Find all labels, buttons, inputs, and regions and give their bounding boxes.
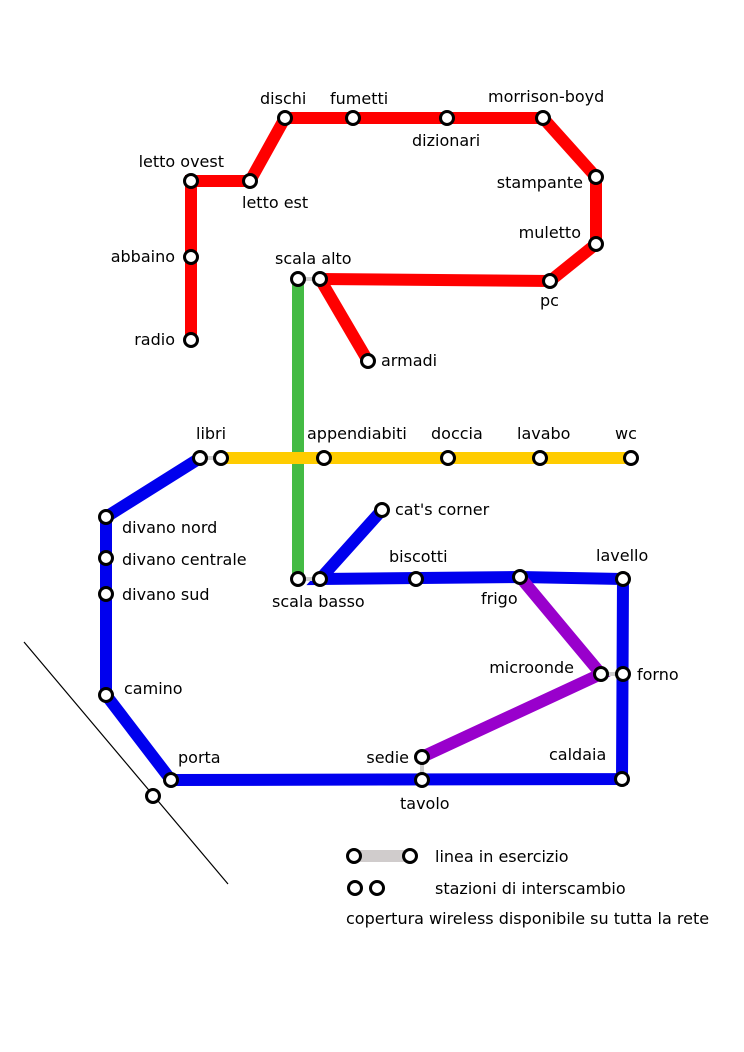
station-radio[interactable] [183, 332, 199, 348]
label-letto-est: letto est [242, 193, 308, 212]
legend: linea in esercizio stazioni di interscam… [346, 847, 709, 928]
station-dizionari[interactable] [439, 110, 455, 126]
label-lavabo: lavabo [517, 424, 570, 443]
station-forno[interactable] [615, 666, 631, 682]
label-dischi: dischi [260, 89, 306, 108]
label-porta: porta [178, 748, 221, 767]
wall-line [23, 641, 229, 885]
legend-wireless-note: copertura wireless disponibile su tutta … [346, 909, 709, 928]
label-radio: radio [134, 330, 175, 349]
label-libri: libri [196, 424, 226, 443]
station-abbaino[interactable] [183, 249, 199, 265]
label-forno: forno [637, 665, 679, 684]
station-scala-alto-green[interactable] [290, 271, 306, 287]
station-lavello[interactable] [615, 571, 631, 587]
station-divano-sud[interactable] [98, 586, 114, 602]
label-pc: pc [540, 291, 559, 310]
station-divano-nord[interactable] [98, 509, 114, 525]
stations [98, 110, 639, 804]
label-muletto: muletto [519, 223, 581, 242]
legend-interchange-b [369, 880, 385, 896]
label-cats-corner: cat's corner [395, 500, 490, 519]
label-divano-centrale: divano centrale [122, 550, 247, 569]
station-morrison-boyd[interactable] [535, 110, 551, 126]
station-tavolo[interactable] [414, 772, 430, 788]
legend-interchange-a [347, 880, 363, 896]
station-lavabo[interactable] [532, 450, 548, 466]
label-scala-basso: scala basso [272, 592, 365, 611]
station-pc[interactable] [542, 273, 558, 289]
station-camino[interactable] [98, 687, 114, 703]
station-caldaia[interactable] [614, 771, 630, 787]
station-biscotti[interactable] [408, 571, 424, 587]
label-biscotti: biscotti [389, 547, 448, 566]
station-dischi[interactable] [277, 110, 293, 126]
label-lavello: lavello [596, 546, 648, 565]
label-appendiabiti: appendiabiti [307, 424, 407, 443]
station-wc[interactable] [623, 450, 639, 466]
label-stampante: stampante [497, 173, 583, 192]
label-doccia: doccia [431, 424, 483, 443]
label-abbaino: abbaino [111, 247, 175, 266]
station-scala-alto-red[interactable] [312, 271, 328, 287]
label-tavolo: tavolo [400, 794, 450, 813]
label-camino: camino [124, 679, 183, 698]
red-line-branch-armadi [314, 275, 374, 365]
legend-station-left [346, 848, 362, 864]
station-scala-basso-green[interactable] [290, 571, 306, 587]
station-frigo[interactable] [512, 569, 528, 585]
label-sedie: sedie [366, 748, 409, 767]
label-divano-nord: divano nord [122, 518, 217, 537]
label-dizionari: dizionari [412, 131, 480, 150]
station-fumetti[interactable] [345, 110, 361, 126]
label-divano-sud: divano sud [122, 585, 210, 604]
legend-interchange-label: stazioni di interscambio [435, 879, 626, 898]
station-porta[interactable] [163, 772, 179, 788]
legend-station-right [402, 848, 418, 864]
label-caldaia: caldaia [549, 745, 606, 764]
label-morrison-boyd: morrison-boyd [488, 87, 604, 106]
station-armadi[interactable] [360, 353, 376, 369]
station-letto-ovest[interactable] [183, 173, 199, 189]
label-frigo: frigo [481, 589, 518, 608]
label-letto-ovest: letto ovest [139, 152, 224, 171]
blue-line [100, 452, 630, 787]
label-scala-alto: scala alto [275, 249, 352, 268]
station-scala-basso-blue[interactable] [312, 571, 328, 587]
station-divano-centrale[interactable] [98, 550, 114, 566]
station-libri-blue[interactable] [192, 450, 208, 466]
station-libri-yellow[interactable] [213, 450, 229, 466]
label-wc: wc [615, 424, 637, 443]
station-muletto[interactable] [588, 236, 604, 252]
station-sedie[interactable] [414, 749, 430, 765]
station-porta-outside[interactable] [145, 788, 161, 804]
station-stampante[interactable] [588, 169, 604, 185]
label-microonde: microonde [489, 658, 574, 677]
station-letto-est[interactable] [242, 173, 258, 189]
station-appendiabiti[interactable] [316, 450, 332, 466]
station-labels: letto ovest letto est dischi fumetti diz… [111, 87, 679, 813]
station-doccia[interactable] [440, 450, 456, 466]
label-fumetti: fumetti [330, 89, 388, 108]
legend-line-label: linea in esercizio [435, 847, 569, 866]
station-cats-corner[interactable] [374, 502, 390, 518]
station-microonde[interactable] [593, 666, 609, 682]
label-armadi: armadi [381, 351, 437, 370]
